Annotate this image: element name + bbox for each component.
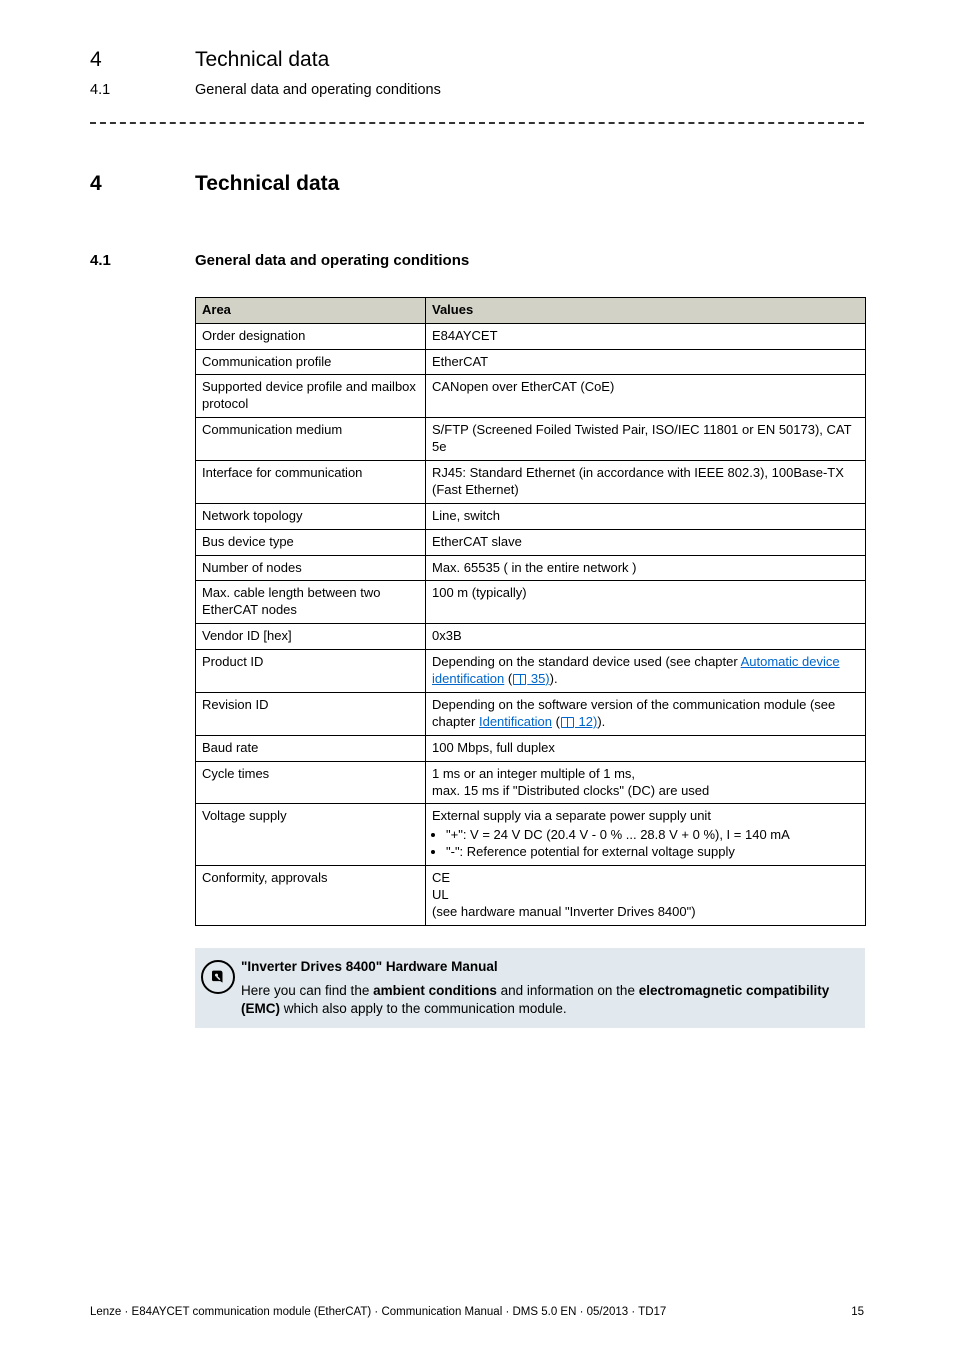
text-fragment: Here you can find the <box>241 983 373 998</box>
table-row: Cycle times 1 ms or an integer multiple … <box>196 761 866 804</box>
bullet-item: "-": Reference potential for external vo… <box>446 844 859 861</box>
cell-value: 100 Mbps, full duplex <box>426 735 866 761</box>
table-row: Supported device profile and mailbox pro… <box>196 375 866 418</box>
table-row: Communication profile EtherCAT <box>196 349 866 375</box>
bullet-item: "+": V = 24 V DC (20.4 V - 0 % ... 28.8 … <box>446 827 859 844</box>
cell-value: Max. 65535 ( in the entire network ) <box>426 555 866 581</box>
h2-number: 4.1 <box>90 252 195 269</box>
text-fragment: ). <box>550 671 558 686</box>
section-number-top: 4.1 <box>90 80 195 100</box>
page-ref-link[interactable]: 12) <box>560 714 597 729</box>
table-row: Number of nodes Max. 65535 ( in the enti… <box>196 555 866 581</box>
table-row: Max. cable length between two EtherCAT n… <box>196 581 866 624</box>
separator-dash <box>90 122 864 124</box>
cell-area: Order designation <box>196 323 426 349</box>
text-line: External supply via a separate power sup… <box>432 808 711 823</box>
text-fragment: which also apply to the communication mo… <box>280 1001 567 1016</box>
table-row: Interface for communication RJ45: Standa… <box>196 461 866 504</box>
cell-value: EtherCAT slave <box>426 529 866 555</box>
infobox-body: Here you can find the ambient conditions… <box>241 982 859 1018</box>
book-icon <box>513 674 526 685</box>
text-line: 1 ms or an integer multiple of 1 ms, <box>432 766 635 781</box>
table-row: Vendor ID [hex] 0x3B <box>196 624 866 650</box>
cell-area: Network topology <box>196 503 426 529</box>
technical-data-table: Area Values Order designation E84AYCET C… <box>195 297 866 926</box>
cell-area: Communication profile <box>196 349 426 375</box>
infobox-title: "Inverter Drives 8400" Hardware Manual <box>241 958 859 976</box>
text-line: max. 15 ms if "Distributed clocks" (DC) … <box>432 783 709 798</box>
cell-value: CANopen over EtherCAT (CoE) <box>426 375 866 418</box>
page-ref-link[interactable]: 35) <box>512 671 549 686</box>
book-icon <box>561 717 574 728</box>
cell-area: Baud rate <box>196 735 426 761</box>
cell-area: Product ID <box>196 650 426 693</box>
chapter-title-top: Technical data <box>195 44 329 76</box>
cell-area: Interface for communication <box>196 461 426 504</box>
footer-left: Lenze · E84AYCET communication module (E… <box>90 1306 666 1318</box>
text-fragment: ). <box>597 714 605 729</box>
cell-value: 0x3B <box>426 624 866 650</box>
table-row: Voltage supply External supply via a sep… <box>196 804 866 866</box>
text-fragment: ( <box>552 714 560 729</box>
h1-number: 4 <box>90 172 195 196</box>
table-row: Conformity, approvals CE UL (see hardwar… <box>196 866 866 926</box>
manual-icon <box>201 960 235 994</box>
page-ref-text: 12) <box>575 714 597 729</box>
section-title-top: General data and operating conditions <box>195 80 441 100</box>
cell-value: Depending on the software version of the… <box>426 692 866 735</box>
cell-area: Voltage supply <box>196 804 426 866</box>
th-values: Values <box>426 297 866 323</box>
table-row: Network topology Line, switch <box>196 503 866 529</box>
text-line: (see hardware manual "Inverter Drives 84… <box>432 904 696 919</box>
cell-value: EtherCAT <box>426 349 866 375</box>
cell-value: External supply via a separate power sup… <box>426 804 866 866</box>
cell-area: Bus device type <box>196 529 426 555</box>
link-identification[interactable]: Identification <box>479 714 552 729</box>
cell-area: Vendor ID [hex] <box>196 624 426 650</box>
cell-area: Revision ID <box>196 692 426 735</box>
chapter-number-top: 4 <box>90 44 195 76</box>
cell-area: Conformity, approvals <box>196 866 426 926</box>
cell-value: RJ45: Standard Ethernet (in accordance w… <box>426 461 866 504</box>
cell-value: E84AYCET <box>426 323 866 349</box>
table-row: Bus device type EtherCAT slave <box>196 529 866 555</box>
cell-area: Cycle times <box>196 761 426 804</box>
table-row: Communication medium S/FTP (Screened Foi… <box>196 418 866 461</box>
table-row: Product ID Depending on the standard dev… <box>196 650 866 693</box>
cell-value: CE UL (see hardware manual "Inverter Dri… <box>426 866 866 926</box>
th-area: Area <box>196 297 426 323</box>
bold-fragment: ambient conditions <box>373 983 497 998</box>
h1-title: Technical data <box>195 172 339 196</box>
cell-area: Number of nodes <box>196 555 426 581</box>
h2-title: General data and operating conditions <box>195 252 469 269</box>
cell-area: Communication medium <box>196 418 426 461</box>
cell-value: Line, switch <box>426 503 866 529</box>
cell-value: 100 m (typically) <box>426 581 866 624</box>
text-line: UL <box>432 887 449 902</box>
text-fragment: Depending on the standard device used (s… <box>432 654 741 669</box>
cell-value: Depending on the standard device used (s… <box>426 650 866 693</box>
cell-area: Supported device profile and mailbox pro… <box>196 375 426 418</box>
text-fragment: and information on the <box>497 983 639 998</box>
cell-area: Max. cable length between two EtherCAT n… <box>196 581 426 624</box>
page-ref-text: 35) <box>527 671 549 686</box>
table-row: Baud rate 100 Mbps, full duplex <box>196 735 866 761</box>
cell-value: S/FTP (Screened Foiled Twisted Pair, ISO… <box>426 418 866 461</box>
footer-page-number: 15 <box>851 1306 864 1318</box>
table-row: Revision ID Depending on the software ve… <box>196 692 866 735</box>
cell-value: 1 ms or an integer multiple of 1 ms, max… <box>426 761 866 804</box>
text-line: CE <box>432 870 450 885</box>
info-box: "Inverter Drives 8400" Hardware Manual H… <box>195 948 865 1029</box>
table-row: Order designation E84AYCET <box>196 323 866 349</box>
